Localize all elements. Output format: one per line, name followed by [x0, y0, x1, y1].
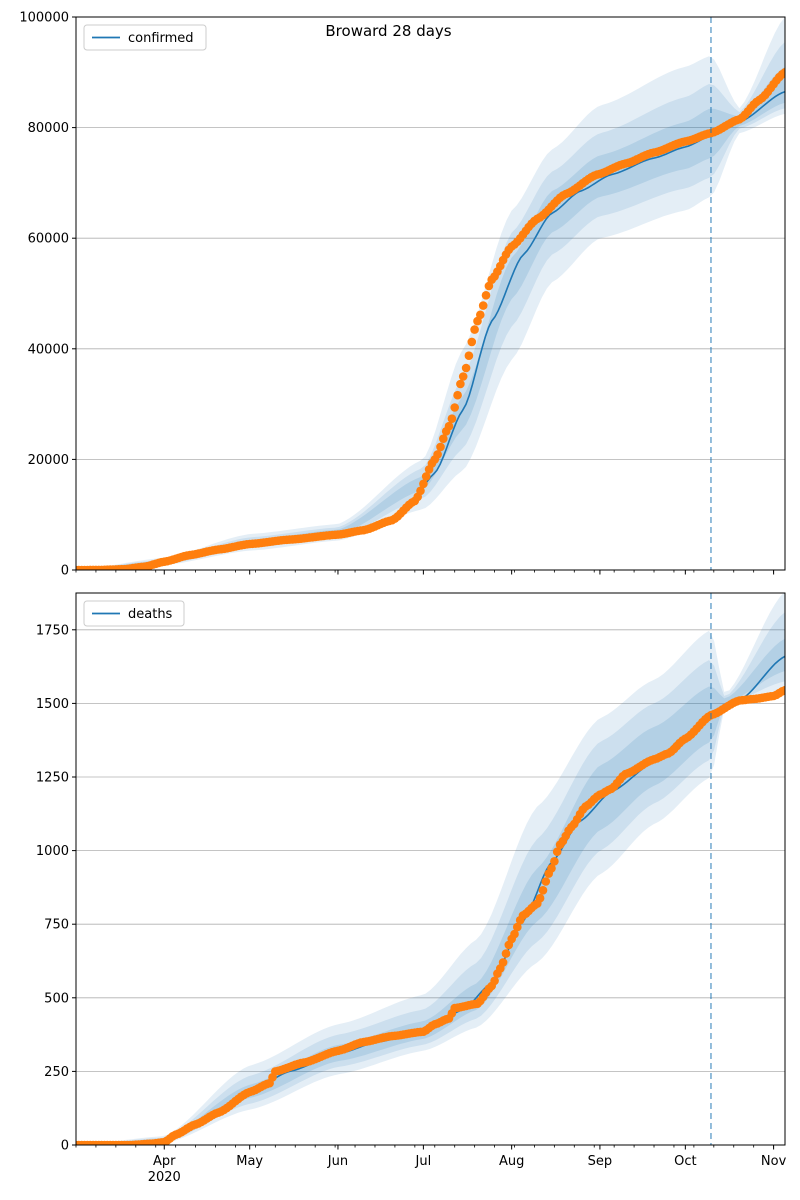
observed-point: [461, 363, 471, 373]
uncertainty-band-inner: [76, 66, 785, 570]
deaths-panel: 0 250 500 750 1000 1250 1500 1750 Apr May Jun Jul Au…: [36, 592, 787, 1185]
x-tick-label: Nov: [761, 1154, 787, 1169]
observed-point: [535, 893, 545, 903]
observed-point: [498, 958, 508, 967]
observed-point: [780, 68, 785, 77]
observed-point: [510, 929, 519, 939]
observed-point: [464, 351, 474, 361]
y-tick-label: 100000: [19, 11, 69, 26]
y-tick-label: 1000: [36, 844, 69, 859]
y-tick-label: 20000: [28, 453, 69, 468]
uncertainty-band-outer: [76, 17, 785, 570]
observed-point: [436, 442, 445, 452]
x-tick-label: Apr: [153, 1154, 176, 1169]
observed-point: [481, 291, 491, 300]
confirmed-panel: 0 20000 40000 60000 80000 100000 confirmed Brow…: [19, 11, 786, 579]
observed-point: [467, 337, 477, 347]
observed-point: [490, 976, 499, 986]
observed-point: [538, 886, 548, 895]
observed-point: [444, 421, 454, 431]
y-tick-label: 60000: [28, 232, 69, 247]
y-tick-label: 250: [44, 1065, 69, 1080]
x-tick-label: Aug: [499, 1154, 524, 1169]
observed-point: [547, 864, 556, 873]
y-tick-label: 1250: [36, 771, 69, 786]
axes-frame: [75, 16, 786, 571]
y-tick-label: 750: [44, 918, 69, 933]
observed-point: [541, 877, 551, 886]
x-tick-label: Sep: [588, 1154, 613, 1169]
observed-point: [447, 414, 457, 424]
observed-point: [476, 310, 485, 320]
observed-point: [550, 857, 559, 866]
x-tick-label: Jul: [415, 1154, 432, 1169]
observed-point: [439, 434, 448, 444]
x-year-label: 2020: [148, 1170, 181, 1185]
observed-series: [76, 685, 785, 1145]
x-tick-label: May: [236, 1154, 263, 1169]
plot-area: [76, 17, 785, 570]
axes-frame: [75, 592, 786, 1146]
observed-point: [478, 301, 488, 310]
observed-point: [433, 450, 442, 459]
chart-title: Broward 28 days: [325, 22, 451, 40]
x-tick-label: Jun: [327, 1154, 348, 1169]
observed-point: [458, 372, 468, 381]
y-tick-label: 1500: [36, 697, 69, 712]
observed-point: [456, 379, 465, 389]
uncertainty-band-middle: [76, 41, 785, 570]
y-tick-label: 500: [44, 991, 69, 1006]
observed-point: [552, 847, 562, 856]
observed-point: [501, 949, 511, 958]
observed-point: [453, 390, 462, 400]
observed-point: [513, 922, 522, 932]
uncertainty-band-middle: [76, 612, 785, 1145]
legend-label: deaths: [128, 607, 173, 622]
observed-point: [780, 685, 785, 695]
observed-point: [421, 472, 431, 481]
observed-point: [419, 479, 428, 489]
y-tick-label: 1750: [36, 623, 69, 638]
x-tick-label: Oct: [674, 1154, 696, 1169]
legend-box: [83, 24, 207, 51]
uncertainty-band-outer: [76, 593, 785, 1145]
legend-box: [83, 600, 185, 627]
y-tick-label: 0: [61, 1139, 69, 1154]
legend-label: confirmed: [128, 31, 194, 46]
observed-point: [470, 325, 479, 334]
observed-series: [76, 68, 785, 570]
observed-point: [416, 486, 425, 496]
uncertainty-band-inner: [76, 638, 785, 1145]
plot-area: [76, 593, 785, 1145]
observed-point: [450, 403, 460, 412]
y-tick-label: 0: [61, 564, 69, 579]
y-tick-label: 40000: [28, 342, 69, 357]
y-tick-label: 80000: [28, 121, 69, 136]
